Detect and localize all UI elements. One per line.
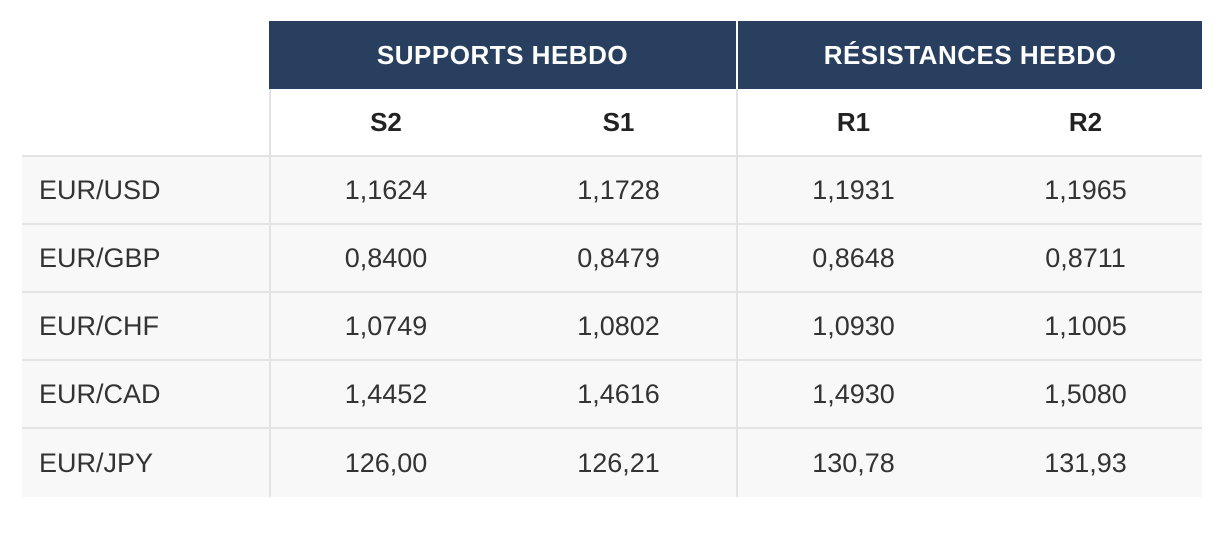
s2-value: 1,1624 [269,157,501,223]
r1-value: 1,4930 [736,361,969,427]
resistances-group-header: RÉSISTANCES HEBDO [736,21,1202,89]
r2-value: 131,93 [1044,447,1127,478]
group-header-row: SUPPORTS HEBDO RÉSISTANCES HEBDO [22,21,1202,89]
r1-value: 130,78 [736,429,969,497]
r2-value: 1,1965 [1044,174,1127,205]
r1-value: 1,1931 [736,157,969,223]
pair-label: EUR/USD [39,174,161,205]
s1-value: 126,21 [577,447,660,478]
pair-label: EUR/CAD [39,378,161,409]
r1-value: 0,8648 [736,225,969,291]
empty-pair-header [22,89,269,155]
s2-value: 1,0749 [269,293,501,359]
s2-value: 0,8400 [269,225,501,291]
r2-value: 1,5080 [1044,378,1127,409]
pair-label: EUR/CHF [39,310,159,341]
s2-value: 1,4452 [269,361,501,427]
table-row: EUR/GBP 0,8400 0,8479 0,8648 0,8711 [22,225,1202,293]
column-header-row: S2 S1 R1 R2 [22,89,1202,157]
pair-label: EUR/GBP [39,242,161,273]
s1-value: 1,4616 [577,378,660,409]
column-header-r2: R2 [1068,106,1103,137]
s1-value: 0,8479 [577,242,660,273]
s2-value: 126,00 [269,429,501,497]
table-row: EUR/CAD 1,4452 1,4616 1,4930 1,5080 [22,361,1202,429]
r1-value: 1,0930 [736,293,969,359]
s1-value: 1,1728 [577,174,660,205]
table-row: EUR/USD 1,1624 1,1728 1,1931 1,1965 [22,157,1202,225]
column-header-s1: S1 [602,106,635,137]
levels-table: SUPPORTS HEBDO RÉSISTANCES HEBDO S2 S1 R… [22,21,1202,497]
r2-value: 1,1005 [1044,310,1127,341]
column-header-s2: S2 [269,89,501,155]
table-row: EUR/JPY 126,00 126,21 130,78 131,93 [22,429,1202,497]
pair-label: EUR/JPY [39,447,154,478]
column-header-r1: R1 [736,89,969,155]
supports-group-header: SUPPORTS HEBDO [269,21,736,89]
r2-value: 0,8711 [1045,242,1126,273]
s1-value: 1,0802 [577,310,660,341]
table-row: EUR/CHF 1,0749 1,0802 1,0930 1,1005 [22,293,1202,361]
empty-corner-cell [22,21,269,89]
